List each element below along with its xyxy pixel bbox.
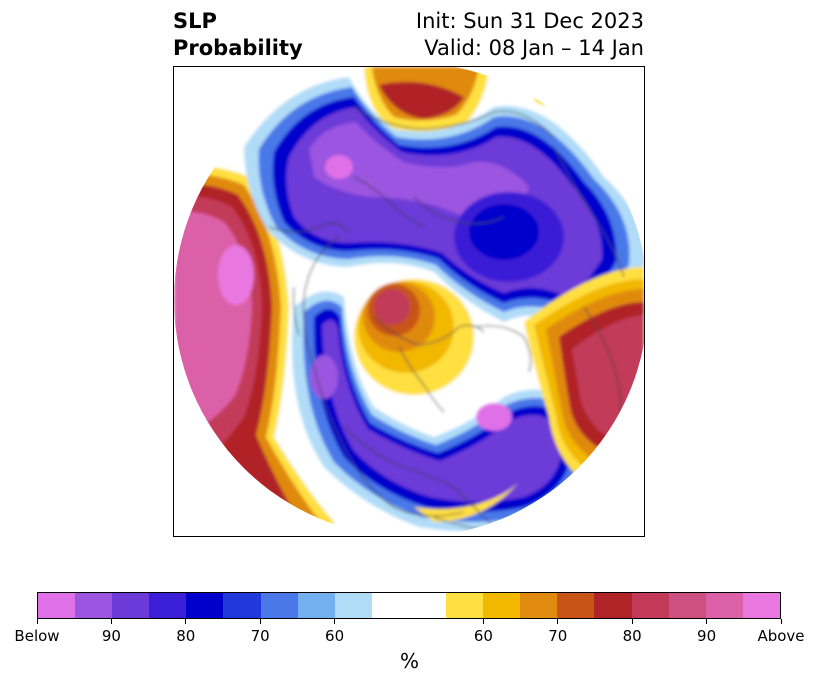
map-title-right: Init: Sun 31 Dec 2023 Valid: 08 Jan – 14… — [416, 8, 644, 62]
colorbar-swatch — [557, 593, 595, 618]
coastlines — [268, 86, 635, 533]
greenland-arctic-above — [364, 67, 489, 132]
colorbar-tick-label: 90 — [677, 619, 737, 645]
colorbar-swatch — [705, 593, 743, 618]
colorbar-swatch — [112, 593, 150, 618]
colorbar-swatch — [594, 593, 632, 618]
siberia-below — [244, 77, 644, 327]
map-canvas — [174, 67, 644, 536]
colorbar-swatch — [38, 593, 76, 618]
colorbar-swatch — [186, 593, 224, 618]
title-product: Probability — [173, 36, 303, 60]
colorbar-swatch — [297, 593, 335, 618]
colorbar-swatch — [371, 593, 409, 618]
colorbar-tick-label: 80 — [156, 619, 216, 645]
colorbar-tick-label: 70 — [230, 619, 290, 645]
colorbar-swatch — [520, 593, 558, 618]
colorbar-swatch — [223, 593, 261, 618]
colorbar-tick-label: 70 — [528, 619, 588, 645]
colorbar-swatch — [408, 593, 447, 618]
central-arctic-above — [354, 279, 474, 395]
colorbar-ticks: Below 90 80 70 60 60 70 80 90 Above — [14, 619, 805, 649]
colorbar-swatch — [631, 593, 669, 618]
colorbar-tick-label: 60 — [453, 619, 513, 645]
colorbar-swatch — [483, 593, 521, 618]
colorbar-tick-label: 60 — [305, 619, 365, 645]
colorbar-tick-label: Above — [751, 619, 811, 645]
colorbar-swatch — [334, 593, 372, 618]
colorbar-swatch — [446, 593, 484, 618]
title-init-date: Init: Sun 31 Dec 2023 — [415, 9, 644, 33]
probability-map — [173, 66, 645, 537]
map-title-left: SLP Probability — [173, 8, 303, 62]
title-valid-range: Valid: 08 Jan – 14 Jan — [424, 36, 644, 60]
colorbar-swatch — [668, 593, 706, 618]
colorbar-tick-label: 90 — [81, 619, 141, 645]
colorbar — [37, 592, 781, 619]
colorbar-swatch — [149, 593, 187, 618]
title-variable: SLP — [173, 9, 217, 33]
colorbar-swatch — [75, 593, 113, 618]
russia-arctic-above — [534, 89, 554, 105]
colorbar-swatch — [742, 593, 780, 618]
colorbar-swatch — [260, 593, 298, 618]
colorbar-tick-label: 80 — [602, 619, 662, 645]
colorbar-tick-label: Below — [7, 619, 67, 645]
colorbar-unit-label: % — [399, 649, 419, 673]
